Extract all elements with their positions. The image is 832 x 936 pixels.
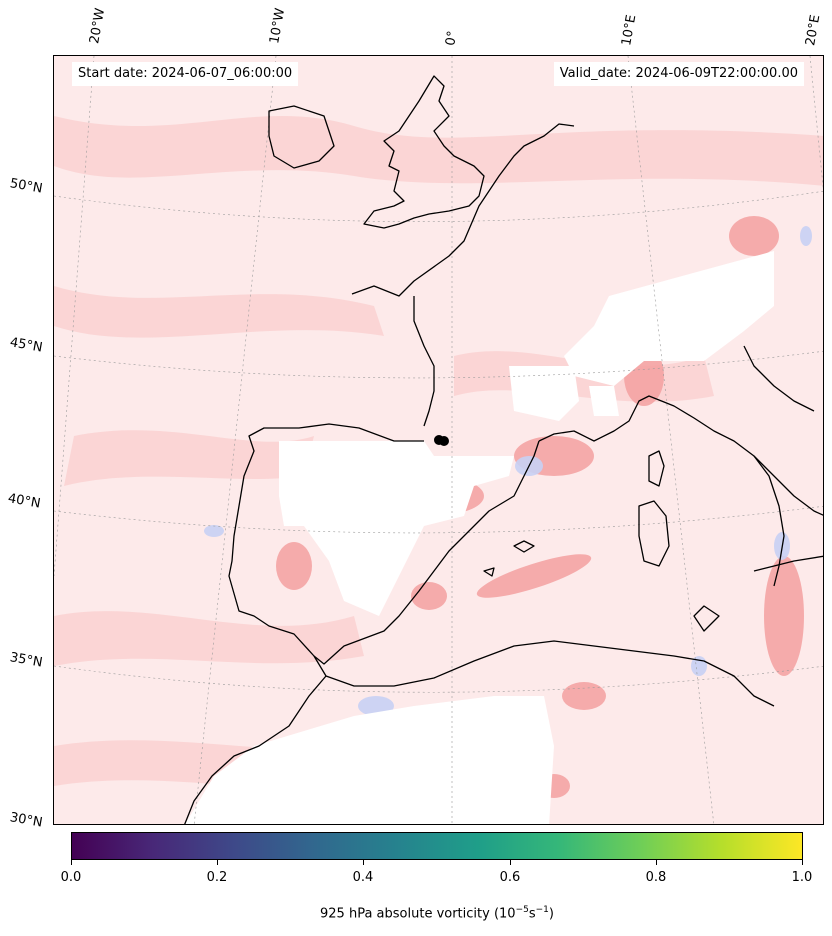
lat-label-45n: 45°N [8,335,44,356]
colorbar-tick [802,860,803,865]
graticule-lines [54,56,823,824]
colorbar-tick [363,860,364,865]
colorbar-tick-label: 1.0 [791,870,813,885]
map-panel [53,55,824,825]
colorbar-tick [510,860,511,865]
valid-date-label: Valid_date: 2024-06-09T22:00:00.00 [553,62,804,86]
colorbar-tick [656,860,657,865]
colorbar-tick [217,860,218,865]
lat-label-35n: 35°N [8,650,44,671]
lat-label-40n: 40°N [6,491,42,512]
colorbar [71,832,803,860]
lon-label-20w: 20°W [87,7,109,46]
colorbar-tick-label: 0.4 [352,870,374,885]
lon-label-0: 0° [443,29,461,47]
track-point-marker [434,435,449,446]
vorticity-map [54,56,823,824]
lon-label-10e: 10°E [619,13,640,47]
start-date-label: Start date: 2024-06-07_06:00:00 [72,62,299,86]
colorbar-tick [71,860,72,865]
lat-label-30n: 30°N [8,810,44,831]
lon-label-10w: 10°W [267,7,289,46]
colorbar-tick-label: 0.0 [60,870,82,885]
colorbar-tick-label: 0.8 [645,870,667,885]
lat-label-50n: 50°N [8,176,44,197]
colorbar-title: 925 hPa absolute vorticity (10−5s−1) [320,905,554,922]
colorbar-tick-label: 0.2 [206,870,228,885]
coastlines [184,75,823,824]
lon-label-20e: 20°E [803,13,824,47]
colorbar-tick-label: 0.6 [499,870,521,885]
masked-terrain-regions [185,251,774,824]
